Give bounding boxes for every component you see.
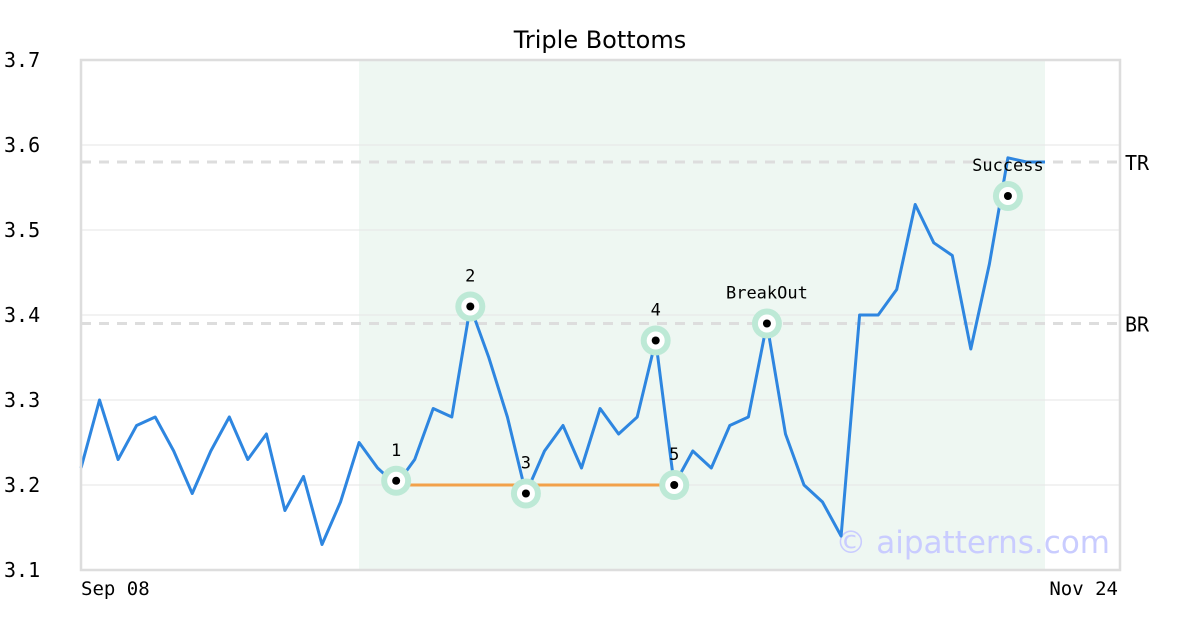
annotation-marker-dot <box>670 481 679 489</box>
level-lines: TR BR <box>81 151 1150 337</box>
chart-title: Triple Bottoms <box>513 26 687 54</box>
annotation-label: 1 <box>391 441 401 461</box>
annotation-label: BreakOut <box>726 284 808 304</box>
x-axis-ticks: Sep 08 Nov 24 <box>81 578 1118 600</box>
annotation-marker-dot <box>392 476 401 485</box>
y-tick-label: 3.6 <box>4 133 40 157</box>
annotation-label: 5 <box>669 445 679 465</box>
annotation-marker-dot <box>466 302 475 311</box>
annotation-label: Success <box>972 156 1044 176</box>
annotation-label: 3 <box>521 454 531 474</box>
level-label: BR <box>1125 313 1150 337</box>
y-tick-label: 3.4 <box>4 303 40 327</box>
level-label: TR <box>1125 151 1150 175</box>
annotation-marker-dot <box>1003 192 1012 200</box>
y-tick-label: 3.5 <box>4 218 40 242</box>
y-tick-label: 3.2 <box>4 473 40 497</box>
annotation-marker-dot <box>651 336 660 345</box>
price-series-line <box>79 156 1045 546</box>
y-axis-ticks: 3.1 3.2 3.3 3.4 3.5 3.6 3.7 <box>4 48 40 582</box>
annotation-label: 4 <box>651 301 661 321</box>
annotation-label: 2 <box>465 267 475 287</box>
y-tick-label: 3.7 <box>4 48 40 72</box>
watermark: © aipatterns.com <box>835 525 1110 561</box>
plot-frame <box>79 58 1122 572</box>
annotations-layer: 1 2 3 4 5 BreakOut Success <box>381 156 1044 509</box>
annotation-marker-dot <box>762 319 771 328</box>
y-tick-label: 3.1 <box>4 558 40 582</box>
y-tick-label: 3.3 <box>4 388 40 412</box>
x-tick-label: Sep 08 <box>81 578 150 600</box>
annotation-marker-dot <box>521 489 530 498</box>
x-tick-label: Nov 24 <box>1049 578 1118 600</box>
